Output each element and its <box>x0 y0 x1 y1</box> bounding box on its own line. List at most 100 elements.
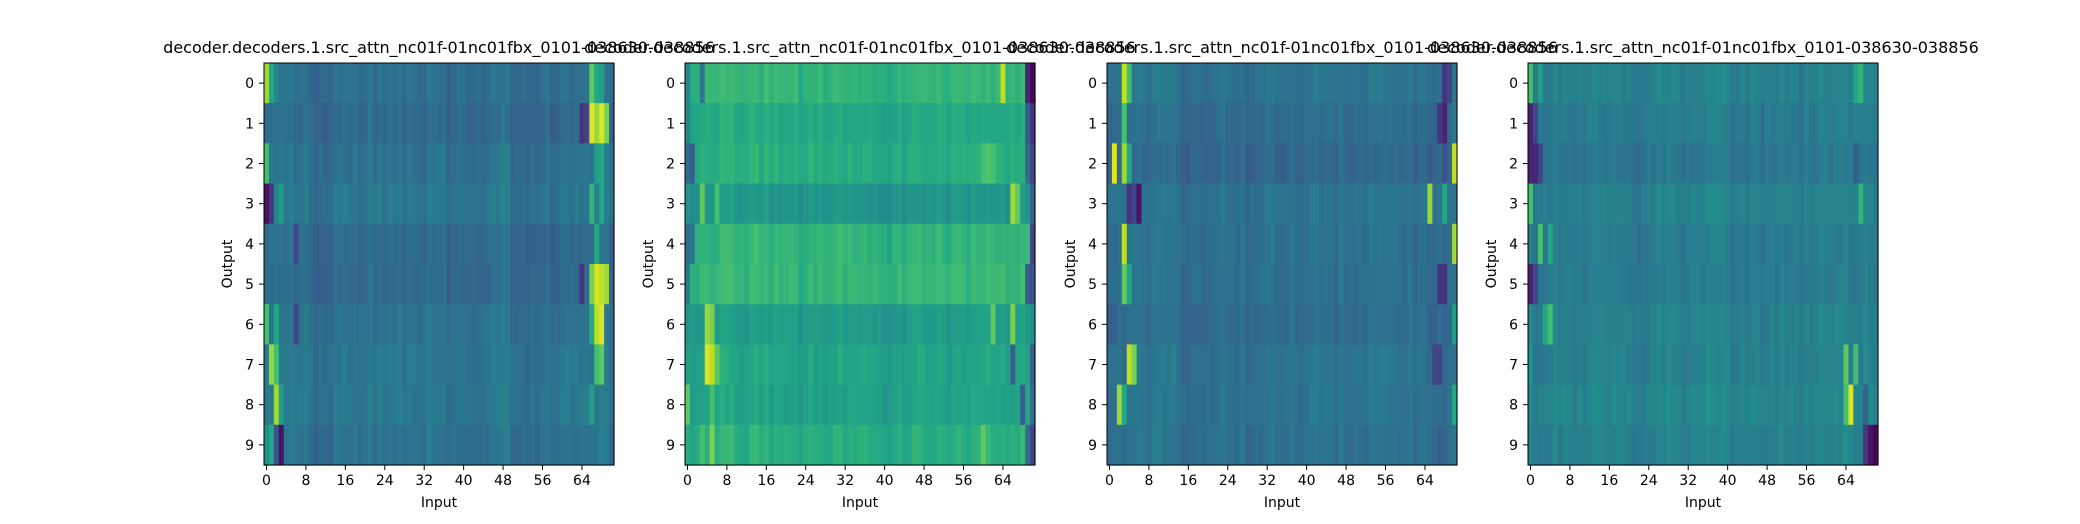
heatmap-cell <box>1432 344 1438 386</box>
heatmap-cell <box>1363 264 1369 305</box>
heatmap-cell <box>1651 424 1657 466</box>
heatmap-cell <box>1000 424 1007 466</box>
heatmap-cell <box>1646 384 1652 426</box>
heatmap-cell <box>1863 223 1869 265</box>
heatmap-cell <box>1557 63 1564 104</box>
heatmap-cell <box>323 103 329 144</box>
heatmap-cell <box>1343 304 1350 345</box>
heatmap-cell <box>397 344 403 386</box>
heatmap-cell <box>1171 384 1177 426</box>
heatmap-cell <box>1190 304 1197 345</box>
heatmap-cell <box>1161 103 1167 144</box>
heatmap-cell <box>328 183 334 225</box>
heatmap-cell <box>1631 103 1638 144</box>
heatmap-cell <box>1833 344 1840 386</box>
heatmap-cell <box>1695 264 1702 305</box>
heatmap-cell <box>1427 304 1433 345</box>
heatmap-cell <box>357 384 364 426</box>
heatmap-cell <box>431 264 438 305</box>
heatmap-cell <box>689 424 696 466</box>
heatmap-cell <box>392 424 398 466</box>
heatmap-cell <box>530 304 536 345</box>
heatmap-cell <box>734 344 740 386</box>
heatmap-cell <box>604 424 610 466</box>
heatmap-cell <box>788 424 795 466</box>
heatmap-cell <box>1789 223 1795 265</box>
heatmap-cell <box>1779 63 1785 104</box>
heatmap-cell <box>1215 223 1221 265</box>
heatmap-cell <box>1427 103 1433 144</box>
y-tick-label: 6 <box>1509 317 1518 333</box>
heatmap-cell <box>857 143 864 185</box>
heatmap-cell <box>1720 424 1726 466</box>
heatmap-cell <box>1353 304 1360 345</box>
heatmap-cell <box>887 304 893 345</box>
heatmap-cell <box>451 63 457 104</box>
heatmap-cell <box>1452 63 1458 104</box>
heatmap-cell <box>1616 304 1623 345</box>
heatmap-cell <box>1592 384 1598 426</box>
heatmap-cell <box>584 304 590 345</box>
heatmap-cell <box>1744 384 1751 426</box>
heatmap-cell <box>1176 344 1182 386</box>
heatmap-cell <box>1146 264 1152 305</box>
heatmap-cell <box>1121 264 1128 305</box>
heatmap-cell <box>911 223 918 265</box>
heatmap-cell <box>535 223 541 265</box>
heatmap-cell <box>1631 304 1638 345</box>
heatmap-cell <box>1171 424 1177 466</box>
heatmap-cell <box>926 103 933 144</box>
heatmap-cell <box>554 424 561 466</box>
heatmap-cell <box>1789 384 1795 426</box>
heatmap-cell <box>485 183 492 225</box>
heatmap-cell <box>599 344 605 386</box>
heatmap-cell <box>788 103 795 144</box>
heatmap-cell <box>1739 344 1746 386</box>
heatmap-cell <box>1240 183 1246 225</box>
heatmap-cell <box>1141 103 1148 144</box>
heatmap-cell <box>1294 143 1300 185</box>
heatmap-cell <box>778 63 785 104</box>
heatmap-cell <box>1289 344 1295 386</box>
heatmap-cell <box>734 103 740 144</box>
heatmap-cell <box>1562 223 1569 265</box>
heatmap-cell <box>798 304 804 345</box>
x-tick-label: 56 <box>1377 473 1395 489</box>
heatmap-cell <box>754 344 760 386</box>
heatmap-cell <box>1616 424 1623 466</box>
heatmap-cell <box>352 304 359 345</box>
heatmap-cell <box>1725 424 1731 466</box>
heatmap-cell <box>921 223 928 265</box>
heatmap-cell <box>283 344 290 386</box>
x-tick-label: 40 <box>876 473 894 489</box>
heatmap-cell <box>1764 103 1771 144</box>
heatmap-cell <box>931 223 938 265</box>
heatmap-cell <box>719 183 726 225</box>
heatmap-cell <box>857 304 864 345</box>
heatmap-cell <box>1166 264 1172 305</box>
heatmap-cell <box>594 344 600 386</box>
heatmap-cell <box>303 143 309 185</box>
heatmap-cell <box>298 384 305 426</box>
heatmap-cell <box>1675 344 1682 386</box>
heatmap-cell <box>273 63 280 104</box>
heatmap-cell <box>847 223 854 265</box>
heatmap-cell <box>1774 223 1781 265</box>
heatmap-cell <box>1195 183 1202 225</box>
heatmap-cell <box>1111 304 1118 345</box>
heatmap-cell <box>1151 344 1157 386</box>
heatmap-cell <box>1621 304 1628 345</box>
heatmap-cell <box>1744 103 1751 144</box>
heatmap-cell <box>574 424 581 466</box>
heatmap-cell <box>466 264 472 305</box>
heatmap-cell <box>852 424 859 466</box>
heatmap-cell <box>1636 183 1642 225</box>
heatmap-cell <box>916 304 923 345</box>
heatmap-cell <box>1000 103 1007 144</box>
heatmap-cell <box>579 143 586 185</box>
heatmap-cell <box>1838 304 1845 345</box>
heatmap-cell <box>485 384 492 426</box>
heatmap-cell <box>1606 183 1613 225</box>
heatmap-cell <box>525 63 531 104</box>
heatmap-cell <box>1562 424 1569 466</box>
